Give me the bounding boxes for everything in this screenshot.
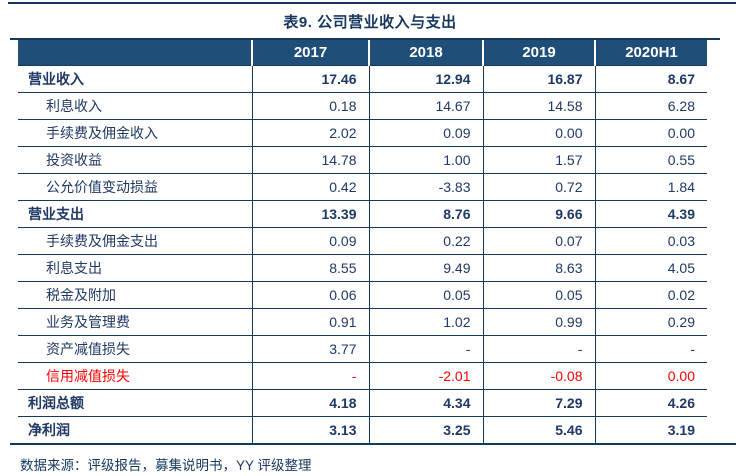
cell-value: 12.94: [368, 65, 483, 93]
row-label: 手续费及佣金收入: [18, 119, 252, 147]
table-title: 表9. 公司营业收入与支出: [283, 14, 457, 31]
cell-value: -3.83: [368, 173, 483, 201]
cell-value: 4.34: [368, 389, 483, 417]
cell-value: 14.67: [368, 92, 483, 120]
cell-value: 0.55: [594, 146, 707, 174]
cell-value: 14.58: [482, 92, 595, 120]
cell-value: 13.39: [251, 200, 369, 228]
cell-value: 9.49: [368, 254, 483, 282]
cell-value: 0.22: [368, 227, 483, 255]
cell-value: 6.28: [594, 92, 707, 120]
table-row: 税金及附加 0.06 0.05 0.05 0.02: [18, 281, 707, 309]
table-row: 利息收入 0.18 14.67 14.58 6.28: [18, 92, 707, 120]
cell-value: 4.39: [594, 200, 707, 228]
table-row: 营业支出 13.39 8.76 9.66 4.39: [18, 200, 707, 228]
row-label: 净利润: [18, 416, 252, 443]
cell-value: 0.29: [594, 308, 707, 336]
table-body: 营业收入 17.46 12.94 16.87 8.67 利息收入 0.18 14.67 14.5…: [18, 65, 707, 443]
source-note: 数据来源：评级报告，募集说明书，YY 评级整理: [20, 458, 312, 473]
table-row: 净利润 3.13 3.25 5.46 3.19: [18, 416, 707, 443]
table-row: 手续费及佣金收入 2.02 0.09 0.00 0.00: [18, 119, 707, 147]
cell-value: 0.03: [594, 227, 707, 255]
cell-value: 0.05: [482, 281, 595, 309]
cell-value: 8.63: [482, 254, 595, 282]
cell-value: 8.76: [368, 200, 483, 228]
cell-value: 4.18: [251, 389, 369, 417]
row-label: 业务及管理费: [18, 308, 252, 336]
income-expense-table: 2017 2018 2019 2020H1 营业收入 17.46 12.94 16.87 8.…: [18, 40, 707, 443]
row-label: 利息支出: [18, 254, 252, 282]
row-label: 公允价值变动损益: [18, 173, 252, 201]
cell-value: 0.42: [251, 173, 369, 201]
table-row: 公允价值变动损益 0.42 -3.83 0.72 1.84: [18, 173, 707, 201]
cell-value: 0.18: [251, 92, 369, 120]
row-label: 投资收益: [18, 146, 252, 174]
table-row: 资产减值损失 3.77- - -: [18, 335, 707, 363]
cell-value: 4.26: [594, 389, 707, 417]
table-row: 利息支出 8.55 9.49 8.63 4.05: [18, 254, 707, 282]
cell-value: -: [594, 335, 707, 363]
row-label: 手续费及佣金支出: [18, 227, 252, 255]
cell-value: 3.77: [251, 335, 369, 363]
table-row: 营业收入 17.46 12.94 16.87 8.67: [18, 65, 707, 93]
row-label: 信用减值损失: [18, 362, 252, 390]
cell-value: 3.25: [368, 416, 483, 443]
header-row: 2017 2018 2019 2020H1: [18, 40, 707, 66]
table-row: 信用减值损失 - -2.01 -0.08 0.00: [18, 362, 707, 390]
cell-value: -2.01: [368, 362, 483, 390]
cell-value: 0.00: [594, 362, 707, 390]
cell-value: -: [251, 362, 369, 390]
cell-value: 8.55: [251, 254, 369, 282]
cell-value: 17.46: [251, 65, 369, 93]
row-label: 利润总额: [18, 389, 252, 417]
cell-value: 16.87: [482, 65, 595, 93]
header-cell-year: 2019: [482, 40, 595, 66]
header-cell-year: 2018: [368, 40, 483, 66]
cell-value: 2.02: [251, 119, 369, 147]
row-label: 营业收入: [18, 65, 252, 93]
row-label: 税金及附加: [18, 281, 252, 309]
header-cell-year: 2020H1: [594, 40, 707, 66]
cell-value: 1.00: [368, 146, 483, 174]
cell-value: 7.29: [482, 389, 595, 417]
cell-value: 9.66: [482, 200, 595, 228]
cell-value: 1.02: [368, 308, 483, 336]
cell-value: 0.99: [482, 308, 595, 336]
cell-value: 0.09: [251, 227, 369, 255]
cell-value: 0.72: [482, 173, 595, 201]
cell-value: 14.78: [251, 146, 369, 174]
cell-value: 0.07: [482, 227, 595, 255]
row-label: 营业支出: [18, 200, 252, 228]
table-row: 业务及管理费 0.91 1.02 0.99 0.29: [18, 308, 707, 336]
cell-value: 3.13: [251, 416, 369, 443]
row-label: 资产减值损失: [18, 335, 252, 363]
table-row: 投资收益 14.78 1.00 1.57 0.55: [18, 146, 707, 174]
cell-value: 1.84: [594, 173, 707, 201]
cell-value: -: [482, 335, 595, 363]
table-top-rule: [10, 38, 720, 40]
table-bottom-rule: [10, 443, 736, 445]
cell-value: -0.08: [482, 362, 595, 390]
table-row: 利润总额 4.18 4.34 7.29 4.26: [18, 389, 707, 417]
cell-value: 4.05: [594, 254, 707, 282]
cell-value: 5.46: [482, 416, 595, 443]
cell-value: 0.06: [251, 281, 369, 309]
cell-value: 8.67: [594, 65, 707, 93]
cell-value: -: [368, 335, 483, 363]
header-cell-year: 2017: [251, 40, 369, 66]
cell-value: 1.57: [482, 146, 595, 174]
table-row: 手续费及佣金支出 0.09 0.22 0.07 0.03: [18, 227, 707, 255]
cell-value: 0.91: [251, 308, 369, 336]
header-cell-empty: [18, 40, 252, 66]
cell-value: 0.09: [368, 119, 483, 147]
cell-value: 0.05: [368, 281, 483, 309]
cell-value: 0.00: [482, 119, 595, 147]
page-top-rule: [8, 2, 736, 4]
cell-value: 0.00: [594, 119, 707, 147]
cell-value: 3.19: [594, 416, 707, 443]
row-label: 利息收入: [18, 92, 252, 120]
cell-value: 0.02: [594, 281, 707, 309]
